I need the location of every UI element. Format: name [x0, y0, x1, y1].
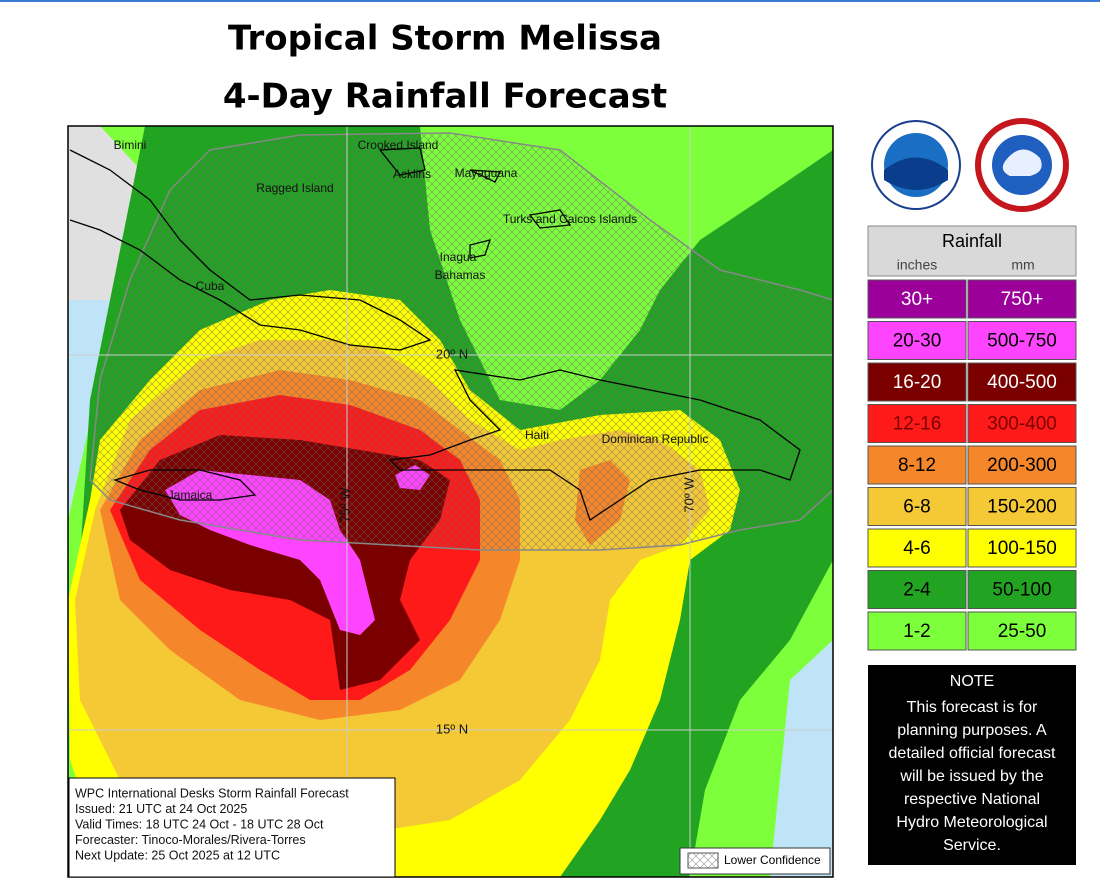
- lower-confidence-area: [89, 132, 833, 551]
- legend-label: 1-2: [903, 621, 930, 642]
- info-box: [68, 777, 396, 878]
- legend-swatch: [967, 487, 1077, 526]
- coastline-islands: [378, 147, 572, 259]
- legend-label: 750+: [1001, 289, 1044, 310]
- legend-swatch: [967, 279, 1077, 319]
- legend-swatch: [867, 487, 967, 526]
- note-line: Hydro Meteorological: [896, 814, 1047, 831]
- place-label: Cuba: [196, 279, 225, 293]
- note-line: will be issued by the: [899, 768, 1043, 785]
- key-swatch: [687, 852, 719, 869]
- legend-swatch: [967, 445, 1077, 485]
- place-label: Mayaguana: [455, 166, 518, 180]
- graticule-label: 75º W: [337, 487, 352, 523]
- place-label: Ragged Island: [256, 181, 333, 195]
- note-line: detailed official forecast: [889, 745, 1056, 762]
- legend-label: 2-4: [903, 580, 931, 601]
- legend-swatch: [967, 528, 1077, 568]
- place-label: Bahamas: [435, 268, 486, 282]
- legend-label: 300-400: [987, 414, 1057, 435]
- legend-swatch: [867, 404, 967, 443]
- coastline-jamaica: [112, 469, 257, 501]
- place-label: Haiti: [525, 428, 549, 442]
- legend-label: 20-30: [893, 331, 942, 352]
- legend-label: 100-150: [987, 538, 1057, 559]
- place-label: Turks and Caicos Islands: [503, 212, 637, 226]
- legend-unit: inches: [897, 257, 937, 273]
- legend-unit: mm: [1011, 257, 1034, 273]
- place-label: Dominican Republic: [602, 432, 709, 446]
- legend-swatch: [867, 528, 967, 568]
- map-frame: [67, 125, 834, 878]
- graticule-label: 70º W: [681, 477, 696, 513]
- legend-swatch: [967, 321, 1077, 360]
- place-label: Inagua: [440, 250, 477, 264]
- legend-swatch: [967, 611, 1077, 651]
- legend-title: Rainfall: [942, 231, 1002, 251]
- legend-header: [867, 225, 1077, 277]
- legend-label: 30+: [901, 289, 933, 310]
- legend-label: 12-16: [893, 414, 942, 435]
- legend-label: 500-750: [987, 331, 1057, 352]
- place-label: Crooked Island: [358, 138, 439, 152]
- map-labels: Bimini Crooked Island Acklins Mayaguana Ragg…: [114, 138, 709, 736]
- graticule: [68, 126, 833, 877]
- note-line: planning purposes. A: [897, 722, 1047, 739]
- graticule-label: 20º N: [436, 346, 468, 361]
- note-line: This forecast is for: [907, 699, 1038, 716]
- coastline-hispaniola: [388, 369, 801, 522]
- title-line: Tropical Storm Melissa: [228, 19, 662, 59]
- note-line: respective National: [904, 791, 1040, 808]
- noaa-logo: [871, 120, 961, 210]
- info-line: Valid Times: 18 UTC 24 Oct - 18 UTC 28 O…: [75, 817, 324, 831]
- info-line: Issued: 21 UTC at 24 Oct 2025: [75, 802, 247, 816]
- info-line: WPC International Desks Storm Rainfall F…: [75, 786, 349, 800]
- title-line: 4-Day Rainfall Forecast: [223, 77, 667, 117]
- place-label: Jamaica: [168, 488, 213, 502]
- place-label: Acklins: [393, 167, 431, 181]
- info-line: Forecaster: Tinoco-Morales/Rivera-Torres: [75, 833, 306, 847]
- note-box: [868, 665, 1076, 865]
- legend-label: 400-500: [987, 372, 1057, 393]
- legend-swatch: [867, 362, 967, 402]
- legend-swatch: [967, 570, 1077, 609]
- legend-label: 150-200: [987, 497, 1057, 518]
- map: Bimini Crooked Island Acklins Mayaguana Ragg…: [68, 126, 833, 877]
- legend-label: 4-6: [903, 538, 930, 559]
- legend-label: 6-8: [903, 497, 930, 518]
- note-title: NOTE: [950, 673, 994, 690]
- note-line: Service.: [943, 837, 1001, 854]
- legend-swatch: [867, 445, 967, 485]
- nws-logo: [975, 118, 1069, 212]
- legend-label: 8-12: [898, 455, 936, 476]
- legend-swatch: [867, 279, 967, 319]
- info-line: Next Update: 25 Oct 2025 at 12 UTC: [75, 848, 280, 862]
- legend-swatch: [867, 570, 967, 609]
- legend-label: 25-50: [998, 621, 1047, 642]
- place-label: Bimini: [114, 138, 147, 152]
- graticule-label: 15º N: [436, 721, 468, 736]
- legend: Rainfall inches mm 30+ 750+ 20-30 500-750 16…: [867, 225, 1077, 651]
- legend-swatch: [967, 404, 1077, 443]
- legend-label: 200-300: [987, 455, 1057, 476]
- coastline-cuba: [69, 149, 432, 351]
- legend-swatch: [967, 362, 1077, 402]
- info-lines: WPC International Desks Storm Rainfall F…: [75, 786, 349, 862]
- legend-swatch: [867, 321, 967, 360]
- note-lines: This forecast is for planning purposes. A…: [889, 699, 1056, 854]
- legend-label: 16-20: [893, 372, 942, 393]
- legend-label: 50-100: [992, 580, 1051, 601]
- legend-swatch: [867, 611, 967, 651]
- key-label: Lower Confidence: [724, 853, 821, 867]
